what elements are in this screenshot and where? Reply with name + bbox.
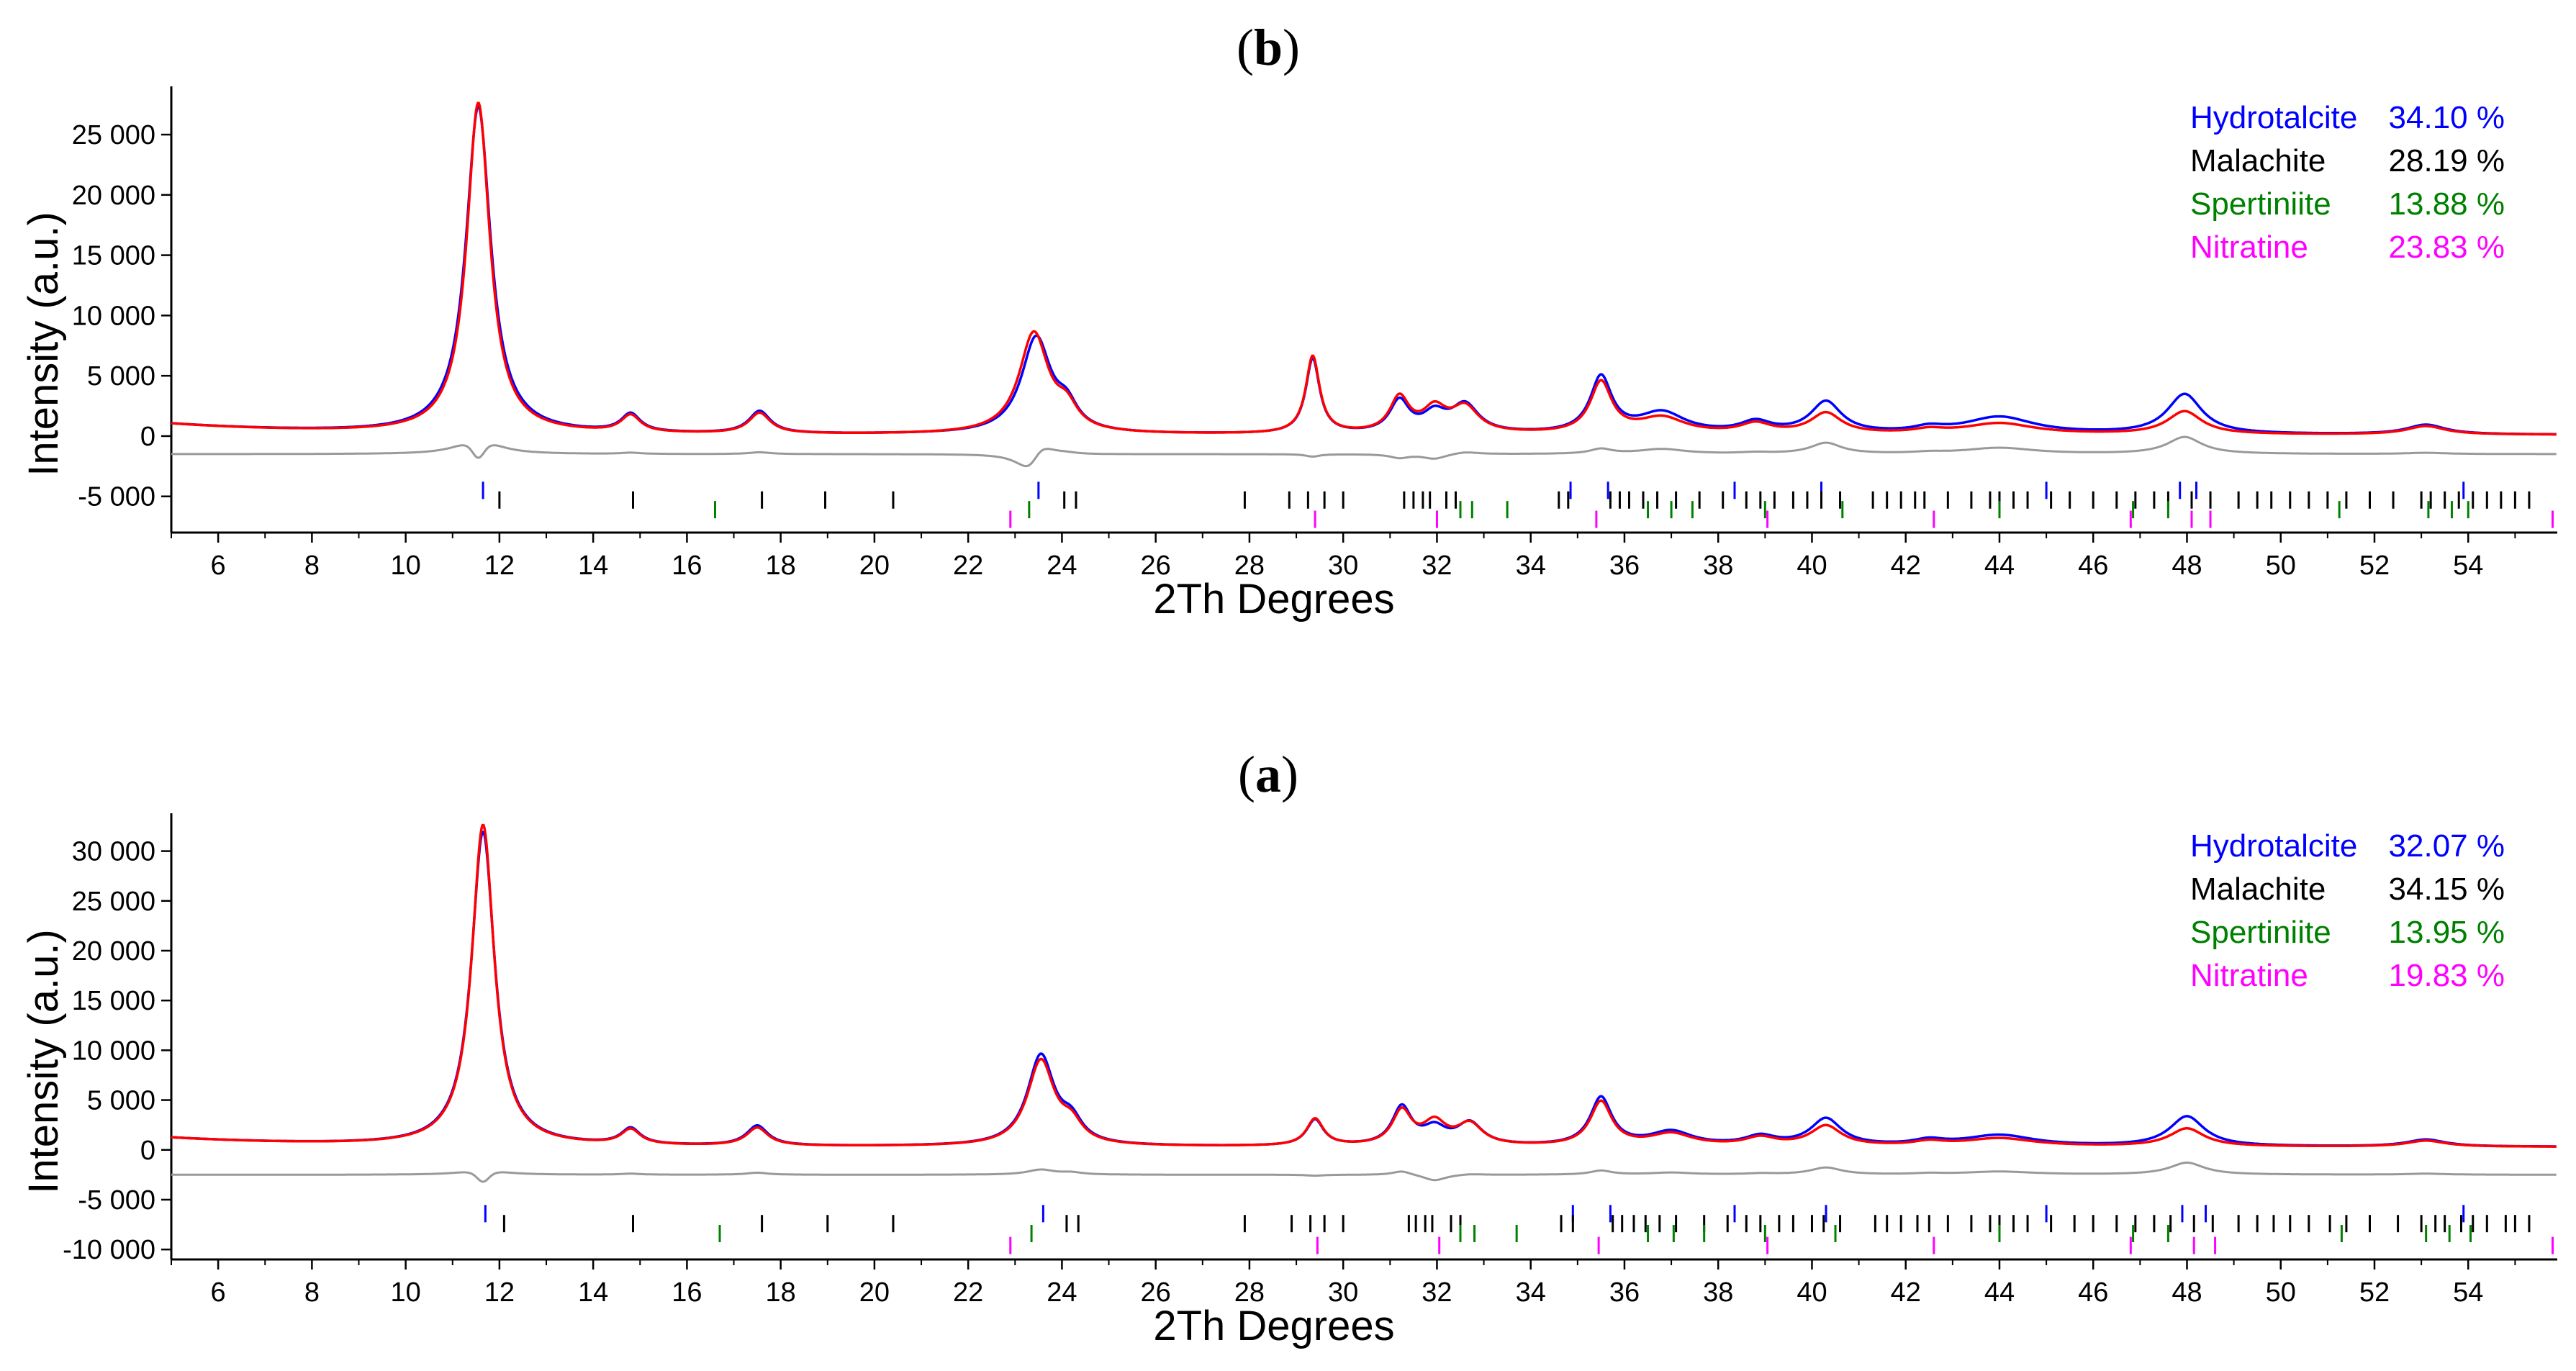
y-axis-title: Intensity (a.u.) <box>20 929 67 1193</box>
x-tick-label: 40 <box>1797 551 1827 581</box>
x-tick-label: 52 <box>2359 551 2390 581</box>
y-tick-label: 20 000 <box>72 936 155 967</box>
x-tick-label: 16 <box>672 551 702 581</box>
legend-value-hydrotalcite: 34.10 % <box>2389 100 2505 135</box>
legend-name-hydrotalcite: Hydrotalcite <box>2190 828 2357 864</box>
x-tick-label: 36 <box>1609 1277 1640 1308</box>
x-tick-label: 50 <box>2266 1277 2296 1308</box>
x-tick-label: 10 <box>390 551 420 581</box>
y-tick-label: 0 <box>140 422 155 452</box>
y-tick-label: 0 <box>140 1136 155 1166</box>
x-tick-label: 6 <box>211 551 226 581</box>
y-tick-label: 15 000 <box>72 986 155 1016</box>
y-tick-label: 5 000 <box>87 361 155 392</box>
x-tick-label: 46 <box>2078 1277 2108 1308</box>
legend-value-nitratine: 19.83 % <box>2389 958 2505 993</box>
difference-curve <box>171 1162 2557 1183</box>
x-tick-label: 24 <box>1047 551 1077 581</box>
y-tick-label: 25 000 <box>72 887 155 917</box>
x-tick-label: 16 <box>672 1277 702 1308</box>
chart-panel-b: (b) 2Th Degrees Intensity (a.u.) 6 8 10 12 1… <box>20 19 2557 623</box>
x-tick-label: 14 <box>578 551 608 581</box>
x-tick-label: 26 <box>1141 551 1171 581</box>
y-tick-label: -5 000 <box>78 482 155 512</box>
x-tick-label: 12 <box>484 1277 515 1308</box>
calculated-curve <box>171 823 2557 1148</box>
x-tick-label: 38 <box>1703 1277 1733 1308</box>
x-tick-label: 48 <box>2171 551 2202 581</box>
x-tick-label: 34 <box>1516 1277 1546 1308</box>
y-tick-label: 15 000 <box>72 241 155 271</box>
legend-value-spertiniite: 13.95 % <box>2389 915 2505 950</box>
legend-name-nitratine: Nitratine <box>2190 958 2308 993</box>
x-tick-label: 28 <box>1234 1277 1265 1308</box>
x-tick-label: 44 <box>1984 551 2015 581</box>
x-tick-label: 36 <box>1609 551 1640 581</box>
legend-value-spertiniite: 13.88 % <box>2389 186 2505 222</box>
x-tick-label: 42 <box>1891 551 1921 581</box>
x-tick-label: 22 <box>953 1277 983 1308</box>
x-tick-label: 32 <box>1422 551 1452 581</box>
x-tick-label: 50 <box>2266 551 2296 581</box>
y-tick-label: 30 000 <box>72 837 155 867</box>
calculated-curve <box>171 101 2557 436</box>
legend-value-malachite: 34.15 % <box>2389 872 2505 907</box>
x-tick-label: 32 <box>1422 1277 1452 1308</box>
x-axis-title: 2Th Degrees <box>1153 576 1394 623</box>
plot-area-a: 6 8 10 12 14 16 18 20 22 24 26 28 30 32 34 36 38 40 42 44 46… <box>63 813 2557 1308</box>
legend-value-malachite: 28.19 % <box>2389 143 2505 178</box>
x-tick-label: 46 <box>2078 551 2108 581</box>
x-tick-label: 54 <box>2453 1277 2483 1308</box>
legend-name-spertiniite: Spertiniite <box>2190 915 2331 950</box>
x-tick-label: 34 <box>1516 551 1546 581</box>
x-tick-label: 18 <box>766 1277 796 1308</box>
y-axis-title: Intensity (a.u.) <box>20 212 67 476</box>
x-tick-label: 10 <box>390 1277 420 1308</box>
x-tick-label: 28 <box>1234 551 1265 581</box>
x-tick-label: 44 <box>1984 1277 2015 1308</box>
x-tick-label: 14 <box>578 1277 608 1308</box>
x-tick-label: 52 <box>2359 1277 2390 1308</box>
legend-name-hydrotalcite: Hydrotalcite <box>2190 100 2357 135</box>
x-tick-label: 20 <box>859 551 890 581</box>
x-tick-label: 22 <box>953 551 983 581</box>
x-axis-title: 2Th Degrees <box>1153 1303 1394 1349</box>
x-tick-label: 30 <box>1328 551 1358 581</box>
chart-panel-a: (a) 2Th Degrees Intensity (a.u.) 6 8 10 12 1… <box>20 746 2557 1349</box>
legend-a: Hydrotalcite 32.07 % Malachite 34.15 % S… <box>2190 828 2505 993</box>
x-tick-label: 30 <box>1328 1277 1358 1308</box>
y-tick-label: 10 000 <box>72 1036 155 1066</box>
panel-label-b: (b) <box>1237 19 1300 76</box>
x-tick-label: 20 <box>859 1277 890 1308</box>
x-tick-label: 48 <box>2171 1277 2202 1308</box>
x-tick-label: 54 <box>2453 551 2483 581</box>
legend-name-spertiniite: Spertiniite <box>2190 186 2331 222</box>
x-tick-label: 18 <box>766 551 796 581</box>
panel-label-a: (a) <box>1238 746 1298 803</box>
x-tick-label: 38 <box>1703 551 1733 581</box>
legend-value-nitratine: 23.83 % <box>2389 230 2505 265</box>
x-tick-label: 6 <box>211 1277 226 1308</box>
legend-b: Hydrotalcite 34.10 % Malachite 28.19 % S… <box>2190 100 2505 265</box>
legend-value-hydrotalcite: 32.07 % <box>2389 828 2505 864</box>
y-tick-label: 20 000 <box>72 181 155 211</box>
y-tick-label: 25 000 <box>72 120 155 150</box>
x-tick-label: 24 <box>1047 1277 1077 1308</box>
legend-name-nitratine: Nitratine <box>2190 230 2308 265</box>
x-tick-label: 8 <box>304 1277 320 1308</box>
y-tick-label: 5 000 <box>87 1086 155 1116</box>
difference-curve <box>171 435 2557 468</box>
plot-area-b: 6 8 10 12 14 16 18 20 22 24 26 28 30 32 34 36 38 40 42 44 46… <box>72 86 2557 581</box>
legend-name-malachite: Malachite <box>2190 143 2326 178</box>
x-tick-label: 12 <box>484 551 515 581</box>
x-tick-label: 26 <box>1141 1277 1171 1308</box>
y-tick-label: -5 000 <box>78 1185 155 1216</box>
x-tick-label: 42 <box>1891 1277 1921 1308</box>
legend-name-malachite: Malachite <box>2190 872 2326 907</box>
y-tick-label: -10 000 <box>63 1235 155 1265</box>
x-tick-label: 8 <box>304 551 320 581</box>
y-tick-label: 10 000 <box>72 301 155 331</box>
x-tick-label: 40 <box>1797 1277 1827 1308</box>
